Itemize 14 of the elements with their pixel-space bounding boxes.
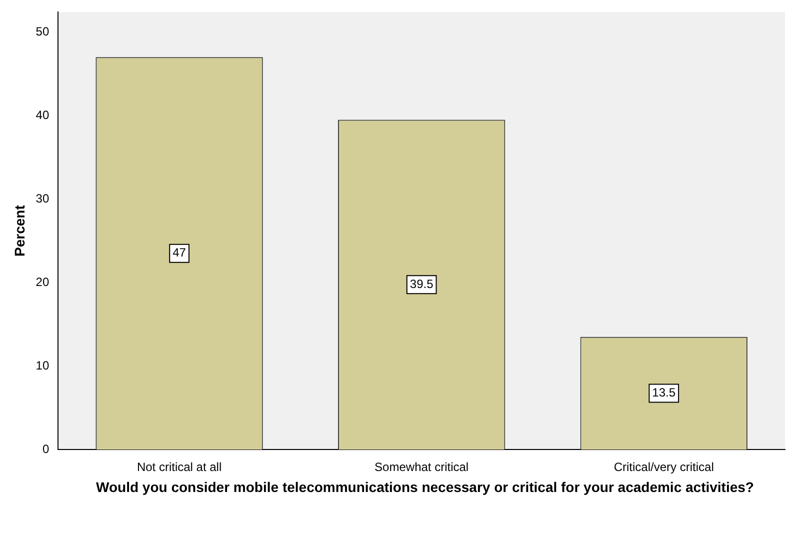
x-tick-label: Critical/very critical — [614, 460, 714, 474]
y-tick-label: 30 — [36, 191, 50, 206]
y-tick-label: 0 — [42, 442, 50, 456]
x-axis-title: Would you consider mobile telecommunications necessary or critical for your academic activities? — [95, 479, 755, 495]
x-tick-label: Not critical at all — [136, 460, 222, 474]
y-tick-label: 40 — [36, 108, 50, 122]
data-label: 47 — [172, 246, 186, 260]
data-label: 39.5 — [410, 276, 434, 291]
y-axis-title: Percent — [11, 204, 28, 256]
data-label: 13.5 — [652, 386, 676, 400]
x-tick-label: Somewhat critical — [374, 460, 469, 474]
y-tick-label: 10 — [36, 358, 50, 372]
y-tick-label: 50 — [36, 24, 50, 38]
y-tick-label: 20 — [36, 274, 50, 289]
